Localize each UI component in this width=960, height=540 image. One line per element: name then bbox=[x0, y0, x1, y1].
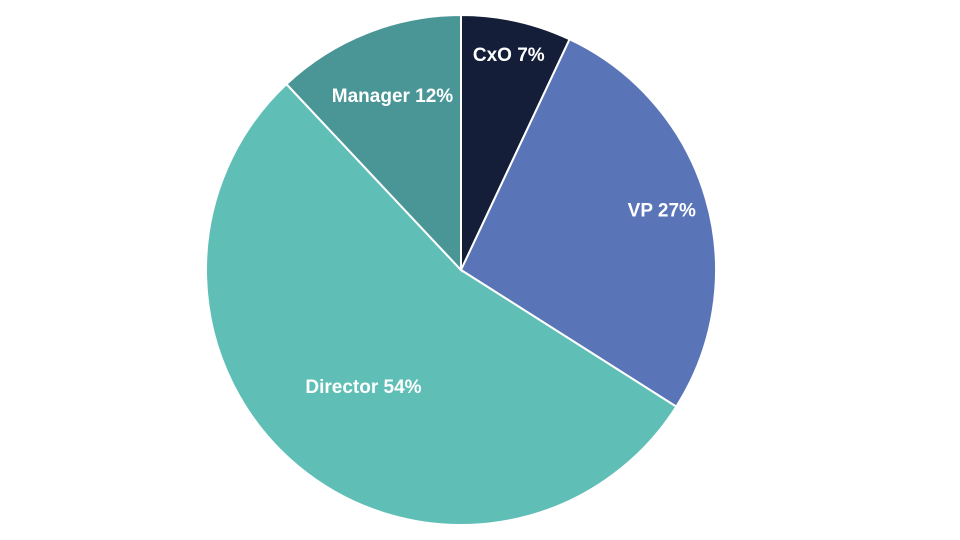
pie-label-director: Director 54% bbox=[305, 377, 421, 398]
pie-slice-vp bbox=[459, 37, 717, 409]
pie-label-vp: VP 27% bbox=[628, 201, 696, 222]
pie-label-manager: Manager 12% bbox=[332, 86, 454, 107]
pie-slice-labels: CxO 7% VP 27% Director 54% Manager 12% bbox=[305, 45, 696, 398]
pie-slice-director bbox=[205, 82, 678, 526]
pie-slice-manager bbox=[285, 13, 462, 273]
pie-slices bbox=[205, 13, 717, 526]
pie-slice-cxo bbox=[460, 13, 571, 271]
pie-label-cxo: CxO 7% bbox=[473, 45, 545, 66]
